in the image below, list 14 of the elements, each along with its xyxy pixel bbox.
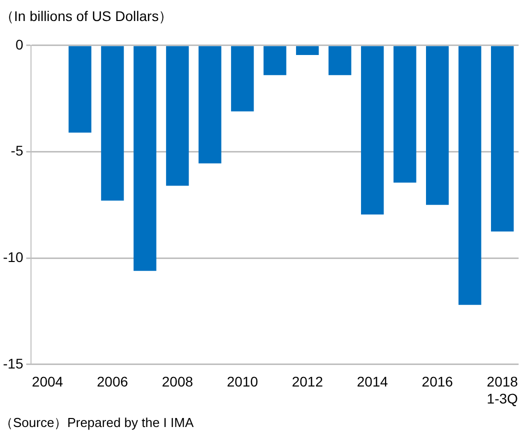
x-tick-label: 2018 1-3Q <box>486 374 518 406</box>
x-tick-label: 2004 <box>32 374 64 390</box>
x-tick-label: 2012 <box>292 374 324 390</box>
y-tick-label: -5 <box>10 142 24 159</box>
x-tick-label: 2016 <box>422 374 454 390</box>
y-axis-title: （In billions of US Dollars） <box>0 8 173 26</box>
x-tick-label: 2006 <box>96 374 128 390</box>
y-tick-label: -10 <box>3 248 24 265</box>
x-tick-label: 2010 <box>226 374 258 390</box>
y-tick-label: 0 <box>15 36 24 52</box>
text: （Source）Prepared by the I IMA <box>0 414 194 432</box>
y-tick-label: -15 <box>3 355 24 372</box>
x-tick-label: 2008 <box>162 374 194 390</box>
x-tick-label: 2014 <box>356 374 388 390</box>
